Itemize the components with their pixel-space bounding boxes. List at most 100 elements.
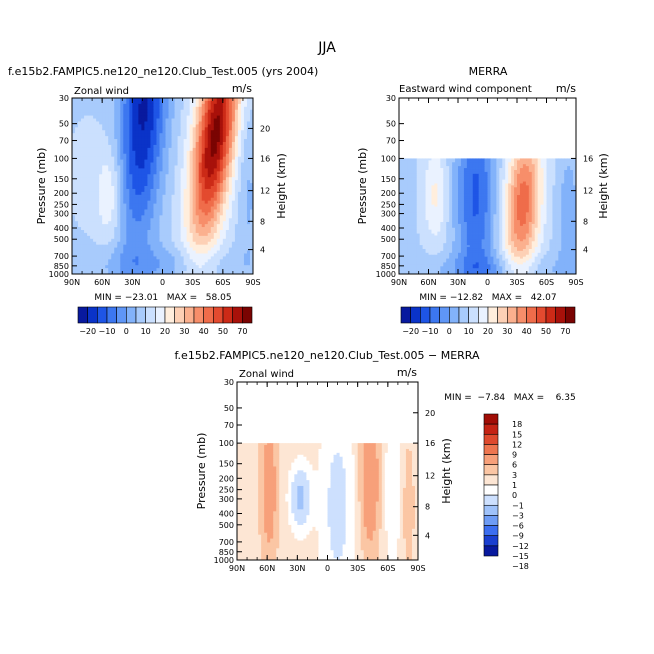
field-cell	[407, 169, 412, 173]
field-cell	[416, 185, 421, 188]
field-cell	[138, 98, 142, 102]
field-cell	[189, 133, 194, 137]
field-cell	[410, 173, 415, 177]
field-cell	[225, 159, 230, 163]
field-cell	[177, 112, 181, 116]
field-cell	[75, 194, 79, 199]
field-cell	[162, 156, 166, 160]
field-cell	[222, 188, 227, 193]
field-cell	[150, 256, 154, 260]
field-cell	[123, 230, 127, 234]
field-cell	[243, 153, 248, 158]
field-cell	[399, 166, 403, 169]
field-cell	[126, 147, 130, 152]
field-cell	[135, 124, 139, 128]
field-cell	[198, 106, 203, 111]
field-cell	[219, 150, 224, 155]
field-cell	[440, 160, 444, 163]
field-cell	[213, 103, 218, 108]
field-cell	[198, 165, 203, 169]
field-cell	[496, 196, 500, 200]
field-cell	[186, 221, 191, 225]
field-cell	[484, 160, 488, 163]
y-tick-label: 50	[59, 120, 69, 129]
field-cell	[81, 218, 85, 222]
field-cell	[210, 230, 215, 234]
field-cell	[87, 112, 91, 116]
field-cell	[410, 169, 415, 173]
field-cell	[472, 158, 477, 161]
field-cell	[114, 177, 118, 181]
field-cell	[111, 238, 115, 243]
field-cell	[183, 238, 188, 243]
field-cell	[144, 159, 148, 163]
field-cell	[84, 244, 88, 248]
field-cell	[249, 259, 253, 263]
field-cell	[195, 168, 200, 172]
field-cell	[189, 247, 194, 251]
field-cell	[234, 177, 239, 181]
field-cell	[564, 162, 568, 165]
field-cell	[150, 209, 154, 213]
field-cell	[216, 142, 221, 146]
field-cell	[183, 265, 188, 269]
field-cell	[96, 98, 100, 102]
field-cell	[198, 212, 203, 216]
field-cell	[234, 215, 239, 219]
field-cell	[216, 265, 221, 269]
field-cell	[171, 221, 175, 225]
field-cell	[496, 187, 500, 190]
field-cell	[99, 130, 103, 134]
field-cell	[237, 221, 242, 225]
field-cell	[105, 127, 109, 131]
field-cell	[120, 183, 124, 187]
field-cell	[156, 265, 160, 269]
field-cell	[126, 232, 130, 237]
field-cell	[399, 171, 403, 175]
field-cell	[460, 193, 465, 196]
field-cell	[207, 106, 212, 111]
field-cell	[231, 209, 236, 213]
field-cell	[552, 166, 556, 169]
field-cell	[419, 187, 423, 190]
field-cell	[123, 221, 127, 225]
field-cell	[543, 196, 547, 200]
field-cell	[165, 180, 169, 184]
field-cell	[534, 181, 539, 184]
field-cell	[114, 271, 118, 274]
field-cell	[399, 164, 403, 167]
field-cell	[522, 191, 527, 194]
field-cell	[528, 177, 533, 181]
field-cell	[96, 262, 100, 266]
field-cell	[192, 133, 197, 137]
field-cell	[231, 112, 236, 116]
field-cell	[201, 180, 206, 184]
field-cell	[481, 166, 485, 169]
field-cell	[460, 181, 465, 184]
field-cell	[87, 121, 91, 125]
field-cell	[123, 194, 127, 199]
field-cell	[126, 109, 130, 114]
field-cell	[549, 181, 553, 184]
field-cell	[210, 103, 215, 108]
field-cell	[102, 186, 106, 190]
field-cell	[240, 227, 245, 231]
field-cell	[159, 177, 163, 181]
field-cell	[481, 164, 485, 167]
field-cell	[546, 175, 550, 179]
field-cell	[234, 227, 239, 231]
field-cell	[165, 121, 169, 125]
field-cell	[114, 227, 118, 231]
field-cell	[487, 187, 491, 190]
field-cell	[561, 181, 565, 184]
field-cell	[407, 179, 412, 182]
field-cell	[207, 194, 212, 199]
field-cell	[159, 103, 163, 108]
field-cell	[428, 160, 432, 163]
field-cell	[177, 271, 181, 274]
field-cell	[174, 118, 178, 122]
field-cell	[105, 103, 109, 108]
field-cell	[219, 139, 224, 143]
field-cell	[534, 173, 539, 177]
field-cell	[549, 189, 553, 192]
